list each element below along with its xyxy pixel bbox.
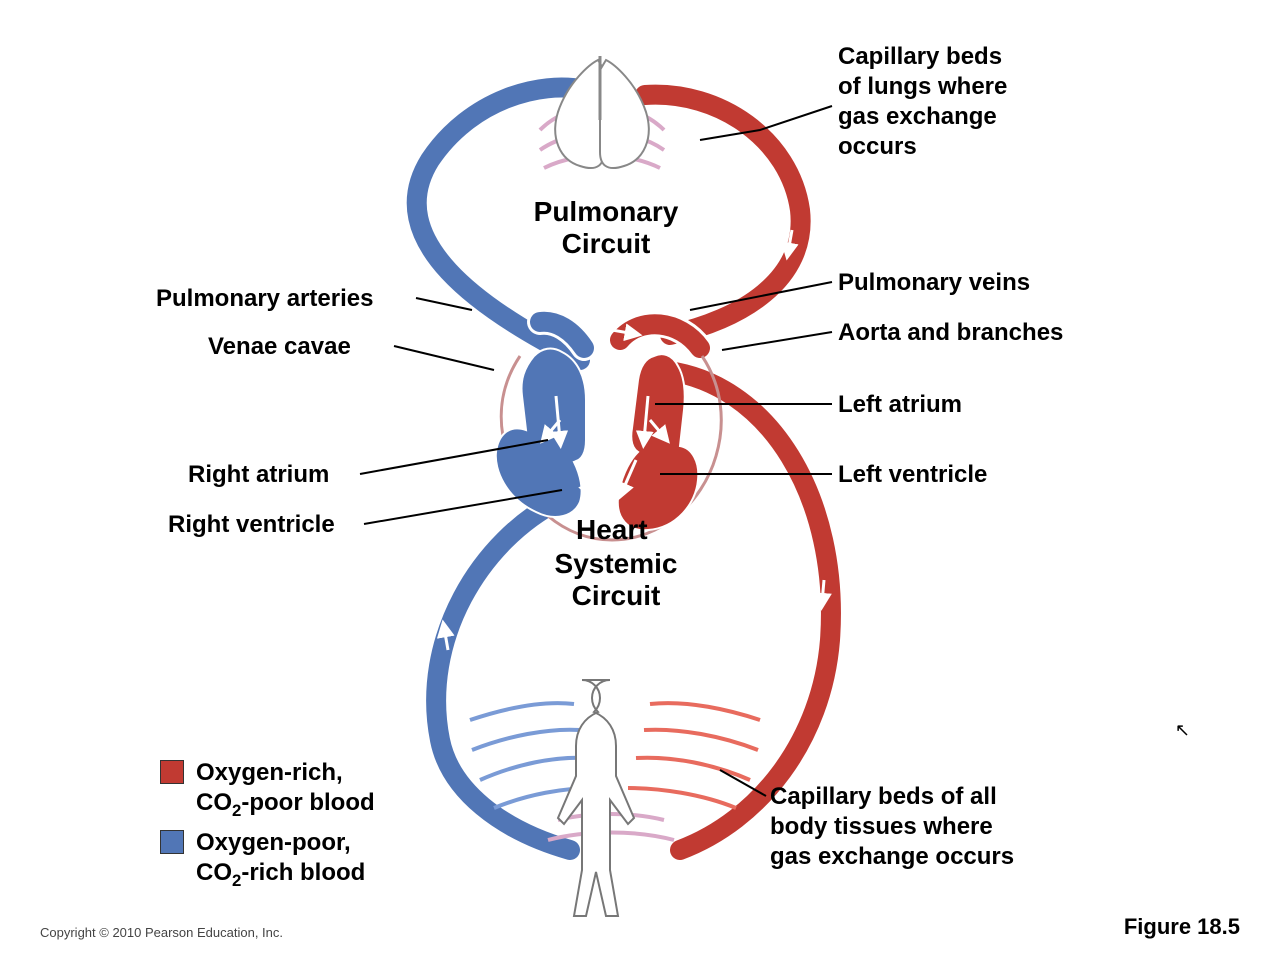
pulmonary-text: PulmonaryCircuit <box>534 196 679 259</box>
label-pulmonary-arteries: Pulmonary arteries <box>156 284 373 314</box>
label-right-atrium: Right atrium <box>188 460 329 490</box>
heart-label: Heart <box>576 514 648 546</box>
pulmonary-circuit-label: PulmonaryCircuit <box>516 196 696 260</box>
diagram-stage: PulmonaryCircuit Heart SystemicCircuit O… <box>0 0 1280 960</box>
systemic-circuit-label: SystemicCircuit <box>536 548 696 612</box>
label-lung-capillaries: Capillary bedsof lungs wheregas exchange… <box>838 42 1098 162</box>
swatch-oxygen-poor <box>160 830 184 854</box>
label-left-ventricle: Left ventricle <box>838 460 987 490</box>
label-pulmonary-veins: Pulmonary veins <box>838 268 1030 298</box>
legend-text-oxygen-rich: Oxygen-rich,CO2-poor blood <box>196 758 375 822</box>
label-right-ventricle: Right ventricle <box>168 510 335 540</box>
legend-text-oxygen-poor: Oxygen-poor,CO2-rich blood <box>196 828 365 892</box>
legend-row-oxygen-rich: Oxygen-rich,CO2-poor blood <box>160 758 375 822</box>
figure-number: Figure 18.5 <box>1124 914 1240 940</box>
label-aorta: Aorta and branches <box>838 318 1063 348</box>
label-left-atrium: Left atrium <box>838 390 962 420</box>
legend-row-oxygen-poor: Oxygen-poor,CO2-rich blood <box>160 828 375 892</box>
label-venae-cavae: Venae cavae <box>208 332 351 362</box>
heart-text: Heart <box>576 514 648 545</box>
copyright-text: Copyright © 2010 Pearson Education, Inc. <box>40 925 283 940</box>
legend: Oxygen-rich,CO2-poor blood Oxygen-poor,C… <box>160 758 375 898</box>
swatch-oxygen-rich <box>160 760 184 784</box>
label-body-capillaries: Capillary beds of allbody tissues whereg… <box>770 782 1030 872</box>
systemic-text: SystemicCircuit <box>555 548 678 611</box>
